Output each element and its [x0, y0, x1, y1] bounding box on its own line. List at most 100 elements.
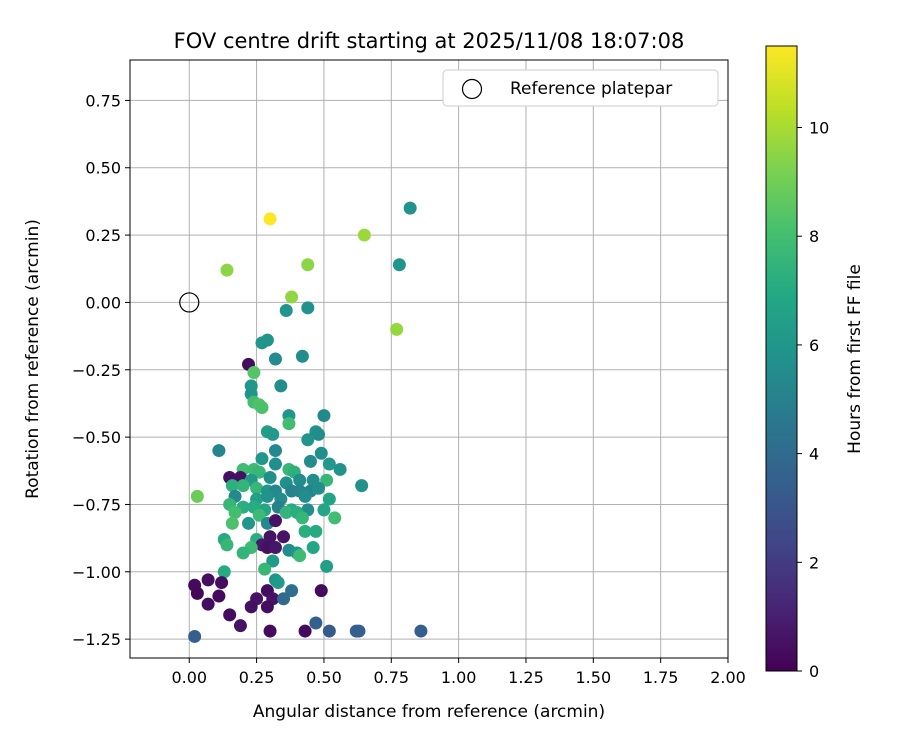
data-point [236, 546, 250, 560]
data-point [217, 565, 231, 579]
data-point [295, 349, 309, 363]
data-point [268, 444, 282, 458]
data-point [285, 290, 299, 304]
reference-platepar-marker [179, 292, 200, 313]
data-point [220, 263, 234, 277]
x-tick-label: 1.25 [508, 668, 544, 687]
data-point [220, 538, 234, 552]
data-point [263, 471, 277, 485]
data-point [317, 409, 331, 423]
data-point [268, 541, 282, 555]
x-tick-label: 2.00 [710, 668, 746, 687]
data-point [252, 465, 266, 479]
legend-box [442, 69, 719, 107]
x-tick-label: 1.00 [441, 668, 477, 687]
data-point [188, 629, 202, 643]
legend-marker-icon [461, 78, 483, 100]
x-tick-label: 0.50 [306, 668, 342, 687]
data-point [322, 624, 336, 638]
data-point [274, 379, 288, 393]
colorbar-gradient [765, 45, 798, 672]
data-point [212, 444, 226, 458]
data-point [277, 592, 291, 606]
data-point [322, 492, 336, 506]
data-point [309, 524, 323, 538]
colorbar-tick-label: 2 [809, 553, 819, 572]
y-tick-label: −1.25 [72, 630, 121, 649]
data-point [266, 554, 280, 568]
data-point [255, 400, 269, 414]
colorbar-tick-label: 8 [809, 227, 819, 246]
data-point [268, 352, 282, 366]
data-point [255, 452, 269, 466]
y-tick-label: −0.50 [72, 428, 121, 447]
data-point [414, 624, 428, 638]
y-tick-label: −0.75 [72, 495, 121, 514]
data-point [215, 576, 229, 590]
y-axis-ticks: 0.75 0.50 0.25 0.00 −0.25 −0.50 −0.75 −1.00 −1.2… [72, 91, 130, 649]
x-axis-label: Angular distance from reference (arcmin) [253, 702, 605, 722]
legend: Reference platepar [442, 69, 719, 107]
data-point [236, 479, 250, 493]
data-point [201, 573, 215, 587]
data-point [293, 549, 307, 563]
colorbar-label: Hours from first FF file [845, 264, 865, 454]
data-point [260, 600, 274, 614]
y-tick-label: 0.00 [85, 293, 121, 312]
y-tick-label: 0.25 [85, 226, 121, 245]
data-point [225, 479, 239, 493]
data-point [333, 462, 347, 476]
grid [130, 60, 729, 658]
chart-title: FOV centre drift starting at 2025/11/08 … [174, 29, 685, 53]
data-point [306, 541, 320, 555]
data-point [303, 454, 317, 468]
data-point [233, 619, 247, 633]
data-point [190, 586, 204, 600]
data-point [223, 608, 237, 622]
data-point [314, 584, 328, 598]
data-point [295, 511, 309, 525]
colorbar-tick-label: 4 [809, 445, 819, 464]
x-axis-ticks: 0.00 0.25 0.50 0.75 1.00 1.25 1.50 1.75 2.00 [171, 658, 746, 687]
y-axis-label: Rotation from reference (arcmin) [23, 219, 43, 499]
data-point [252, 508, 266, 522]
data-point [271, 576, 285, 590]
data-point [298, 489, 312, 503]
reference-marker-layer [179, 292, 200, 313]
data-point [247, 365, 261, 379]
data-point [225, 516, 239, 530]
data-point [266, 427, 280, 441]
data-point [260, 333, 274, 347]
legend-label: Reference platepar [510, 79, 672, 99]
y-tick-label: −1.00 [72, 563, 121, 582]
data-point [352, 624, 366, 638]
data-point [279, 304, 293, 318]
data-point [301, 258, 315, 272]
data-point [357, 228, 371, 242]
x-tick-label: 0.75 [373, 668, 409, 687]
data-point [312, 427, 326, 441]
data-point [298, 524, 312, 538]
data-point [322, 457, 336, 471]
y-tick-label: −0.25 [72, 361, 121, 380]
data-point [212, 589, 226, 603]
data-point [390, 322, 404, 336]
data-point [277, 530, 291, 544]
data-point [258, 562, 272, 576]
data-point [228, 506, 242, 520]
data-point [190, 489, 204, 503]
data-point [403, 201, 417, 215]
data-point [263, 530, 277, 544]
data-point [260, 489, 274, 503]
colorbar: 0 2 4 6 8 10 Hours from first FF file [765, 45, 865, 681]
data-point [298, 624, 312, 638]
data-point [328, 511, 342, 525]
colorbar-tick-label: 0 [809, 662, 819, 681]
data-point [392, 258, 406, 272]
colorbar-tick-label: 6 [809, 336, 819, 355]
plot-frame [129, 59, 729, 659]
data-point [285, 584, 299, 598]
x-tick-label: 1.75 [643, 668, 679, 687]
